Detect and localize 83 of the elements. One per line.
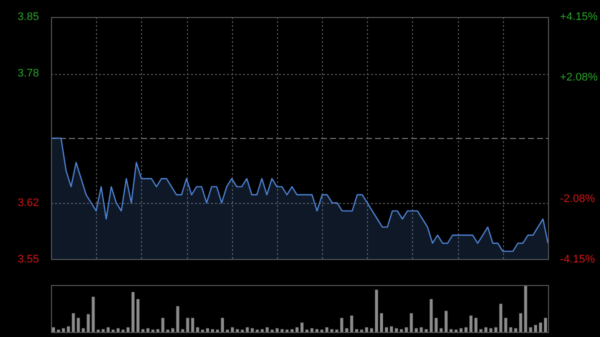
bar — [499, 304, 502, 332]
bar — [246, 327, 249, 332]
bar — [220, 318, 224, 332]
bar — [196, 327, 200, 332]
y2-tick-label: +4.15% — [560, 11, 598, 24]
bar — [72, 313, 75, 332]
y-tick-label: 3.55 — [18, 253, 39, 266]
bar — [132, 292, 134, 332]
bar — [106, 327, 110, 332]
bar — [410, 313, 413, 332]
bar — [276, 328, 279, 332]
y-tick-label: 3.78 — [18, 68, 39, 80]
bar — [296, 327, 299, 332]
bar — [460, 328, 463, 332]
bar — [141, 329, 144, 332]
bar — [450, 329, 453, 332]
bar — [156, 329, 160, 332]
y2-tick-label: -2.08% — [560, 192, 596, 205]
bar — [509, 327, 512, 332]
bar — [250, 328, 254, 332]
bar — [384, 327, 388, 332]
bar — [300, 322, 304, 332]
bar — [191, 318, 194, 332]
bar — [469, 316, 472, 332]
bar — [434, 318, 438, 332]
bar — [236, 329, 239, 332]
bar — [375, 290, 378, 332]
bar — [52, 327, 55, 332]
bar — [230, 327, 234, 332]
bar — [544, 318, 548, 332]
bar — [345, 328, 348, 332]
bar — [370, 328, 374, 332]
bar — [390, 326, 393, 332]
bar — [315, 329, 318, 332]
bar — [186, 318, 190, 332]
bar — [126, 327, 130, 332]
bar — [206, 328, 210, 332]
bar — [444, 310, 448, 332]
bar — [355, 329, 358, 332]
bar — [330, 329, 334, 332]
bar — [116, 328, 120, 332]
bar — [82, 328, 85, 332]
bar — [539, 322, 542, 332]
y2-tick-label: +2.08% — [560, 71, 598, 84]
bar — [529, 327, 532, 332]
bar — [280, 329, 284, 332]
bar — [380, 313, 383, 332]
bar — [519, 313, 522, 332]
bar — [365, 327, 368, 332]
bar — [181, 329, 184, 332]
bar — [290, 329, 294, 332]
y-tick-label: 3.85 — [18, 11, 39, 24]
y2-tick-label: -4.15% — [560, 253, 596, 266]
bar — [394, 328, 398, 332]
bar — [136, 299, 140, 332]
bar — [474, 318, 478, 332]
bar — [404, 327, 408, 332]
bar — [102, 329, 105, 332]
bar — [66, 326, 70, 332]
bar — [146, 328, 150, 332]
bar — [76, 318, 80, 332]
bar — [440, 328, 443, 332]
bar — [464, 327, 468, 332]
bar — [266, 327, 269, 332]
bar — [325, 327, 328, 332]
bar — [484, 327, 488, 332]
bar — [62, 328, 65, 332]
bar — [86, 314, 90, 332]
bar — [260, 329, 264, 332]
bar — [350, 316, 354, 332]
bar — [479, 329, 482, 332]
bar — [400, 329, 403, 332]
bar — [494, 327, 498, 332]
bar — [310, 328, 314, 332]
y-tick-label: 3.62 — [18, 196, 39, 209]
bar — [161, 318, 164, 332]
bar — [524, 285, 528, 332]
bar — [489, 328, 492, 332]
bar — [414, 328, 418, 332]
bar — [534, 324, 538, 332]
bar — [430, 299, 433, 332]
bar — [211, 329, 214, 332]
bar — [514, 328, 518, 332]
